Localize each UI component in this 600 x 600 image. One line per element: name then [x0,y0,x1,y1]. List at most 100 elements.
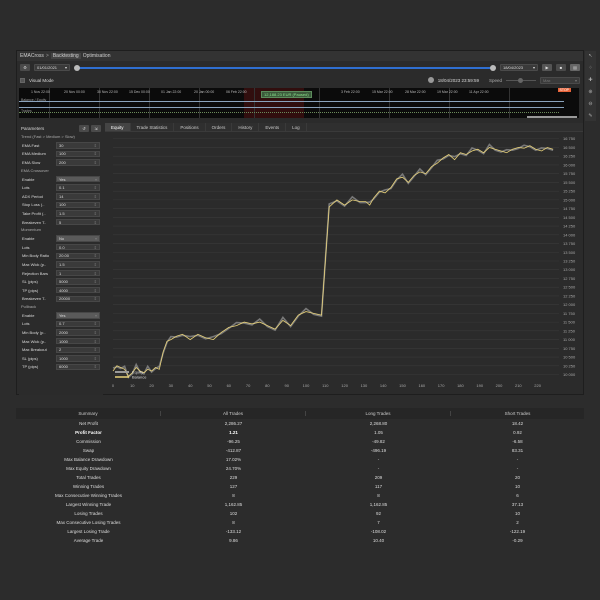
play-button[interactable]: ▶ [542,64,552,71]
grid-icon[interactable]: ⁘ [588,65,593,71]
stepper-icon[interactable]: ⇕ [93,355,97,361]
parameter-input[interactable]: 5000 ⇕ [56,278,100,285]
tab-events[interactable]: Events [259,123,287,131]
settings-button[interactable]: ⚙ [20,64,30,71]
stepper-icon[interactable]: ⇕ [93,219,97,225]
save-button[interactable]: ▤ [570,64,580,71]
speed-slider-handle[interactable] [518,77,523,83]
zoom-in-icon[interactable]: ⊕ [588,89,593,95]
stepper-icon[interactable]: ⇕ [93,347,97,353]
cursor-icon[interactable]: ↖ [588,53,593,59]
parameter-input[interactable]: 5 ⇕ [56,218,100,226]
parameter-select[interactable]: Yes ▾ [56,175,100,183]
slider-end-handle[interactable] [490,64,496,71]
parameter-input[interactable]: 14 ⇕ [56,193,100,200]
tab-trade-statistics[interactable]: Trade Statistics [131,123,175,131]
breadcrumb-bot[interactable]: EMACross [20,53,44,59]
parameter-input[interactable]: 0.1 ⇕ [56,184,100,191]
stepper-icon[interactable]: ⇕ [93,364,97,370]
timeline-scrollbar[interactable] [527,116,577,118]
parameter-select[interactable]: Yes ▾ [56,312,100,319]
speed-select[interactable]: Max ▾ [540,76,580,84]
stepper-icon[interactable]: ⇕ [93,244,97,250]
parameter-row: TP (pips) 6000 ⇕ [19,363,103,372]
parameter-input[interactable]: 6000 ⇕ [56,363,100,371]
parameter-input[interactable]: 1000 ⇕ [56,355,100,362]
stepper-icon[interactable]: ⇕ [93,338,97,344]
parameter-input[interactable]: 30 ⇕ [56,142,100,149]
chevron-down-icon[interactable]: ▾ [94,312,97,318]
tab-orders[interactable]: Orders [206,123,233,131]
parameter-input[interactable]: 20.00 ⇕ [56,252,100,260]
tab-history[interactable]: History [232,123,260,131]
stepper-icon[interactable]: ⇕ [93,253,97,259]
start-date-select[interactable]: 01/01/2021 ▾ [34,64,70,71]
summary-row-label: Largest Losing Trade [67,529,110,534]
stepper-icon[interactable]: ⇕ [93,159,97,165]
parameter-input[interactable]: 1000 ⇕ [56,337,100,345]
parameter-input[interactable]: 1.5 ⇕ [56,210,100,217]
tab-equity[interactable]: Equity [105,123,131,131]
reset-parameters-button[interactable]: ↺ [79,124,89,132]
visual-mode-checkbox[interactable] [20,77,25,83]
stepper-icon[interactable]: ⇕ [93,210,97,216]
parameter-input[interactable]: 100 ⇕ [56,150,100,158]
y-tick-label: 16 250 [563,154,576,159]
date-range-slider[interactable] [74,64,496,71]
parameter-input[interactable]: 1.5 ⇕ [56,261,100,268]
stepper-icon[interactable]: ⇕ [93,321,97,327]
parameter-value: 1000 [59,338,68,344]
stepper-icon[interactable]: ⇕ [93,142,97,148]
column-header-long-trades[interactable]: Long Trades [306,411,451,416]
column-header-all-trades[interactable]: All Trades [161,411,306,416]
stepper-icon[interactable]: ⇕ [93,151,97,157]
playback-position-handle[interactable] [427,77,434,83]
stepper-icon[interactable]: ⇕ [93,279,97,285]
parameter-input[interactable]: 2000 ⇕ [56,329,100,336]
stop-button[interactable]: ■ [556,64,566,71]
stepper-icon[interactable]: ⇕ [93,193,97,199]
stop-icon: ■ [559,65,563,70]
speed-slider[interactable] [506,77,536,83]
parameter-input[interactable]: 20000 ⇕ [56,295,100,303]
slider-start-handle[interactable] [74,64,80,71]
zoom-out-icon[interactable]: ⊖ [588,101,593,107]
parameter-group-label: Momentum [21,227,42,233]
parameter-select[interactable]: No ▾ [56,235,100,242]
parameter-input[interactable]: 0.7 ⇕ [56,320,100,328]
end-date-select[interactable]: 18/04/2023 ▾ [500,64,538,71]
breadcrumb-optimisation[interactable]: Optimisation [82,53,111,59]
parameter-input[interactable]: 100 ⇕ [56,201,100,209]
chevron-down-icon[interactable]: ▾ [94,236,97,242]
breadcrumb-backtesting[interactable]: Backtesting [50,53,81,59]
parameter-name: Breakeven T.. [22,296,47,302]
column-header-summary[interactable]: Summary [16,411,161,416]
column-header-short-trades[interactable]: Short Trades [504,411,531,416]
stepper-icon[interactable]: ⇕ [93,202,97,208]
parameter-input[interactable]: 200 ⇕ [56,159,100,166]
parameter-row: Max Wick (p.. 1000 ⇕ [19,337,103,346]
stepper-icon[interactable]: ⇕ [93,330,97,336]
export-parameters-button[interactable]: ⇲ [91,124,101,132]
draw-icon[interactable]: ✎ [588,113,593,119]
start-date-value: 01/01/2021 [37,65,58,70]
tab-log[interactable]: Log [286,123,307,131]
timeline-ribbon[interactable]: 1 Nov 22:00 20 Nov 00:00 30 Nov 22:00 15… [19,88,579,118]
stepper-icon[interactable]: ⇕ [93,185,97,191]
crosshair-icon[interactable]: ✚ [588,77,593,83]
parameter-input[interactable]: 0.0 ⇕ [56,243,100,251]
stepper-icon[interactable]: ⇕ [93,261,97,267]
timeline-row-label: Trades [21,109,32,113]
summary-row: Commission -96.25 -49.82 -6.58 [16,437,584,446]
parameter-input[interactable]: 2 ⇕ [56,346,100,354]
parameter-name: Enable [22,312,35,318]
stepper-icon[interactable]: ⇕ [93,287,97,293]
tab-positions[interactable]: Positions [174,123,206,131]
stepper-icon[interactable]: ⇕ [93,296,97,302]
stepper-icon[interactable]: ⇕ [93,270,97,276]
parameter-input[interactable]: 4000 ⇕ [56,286,100,294]
chevron-down-icon[interactable]: ▾ [94,176,97,182]
parameter-input[interactable]: 1 ⇕ [56,269,100,277]
x-tick-label: 0 [112,383,115,388]
